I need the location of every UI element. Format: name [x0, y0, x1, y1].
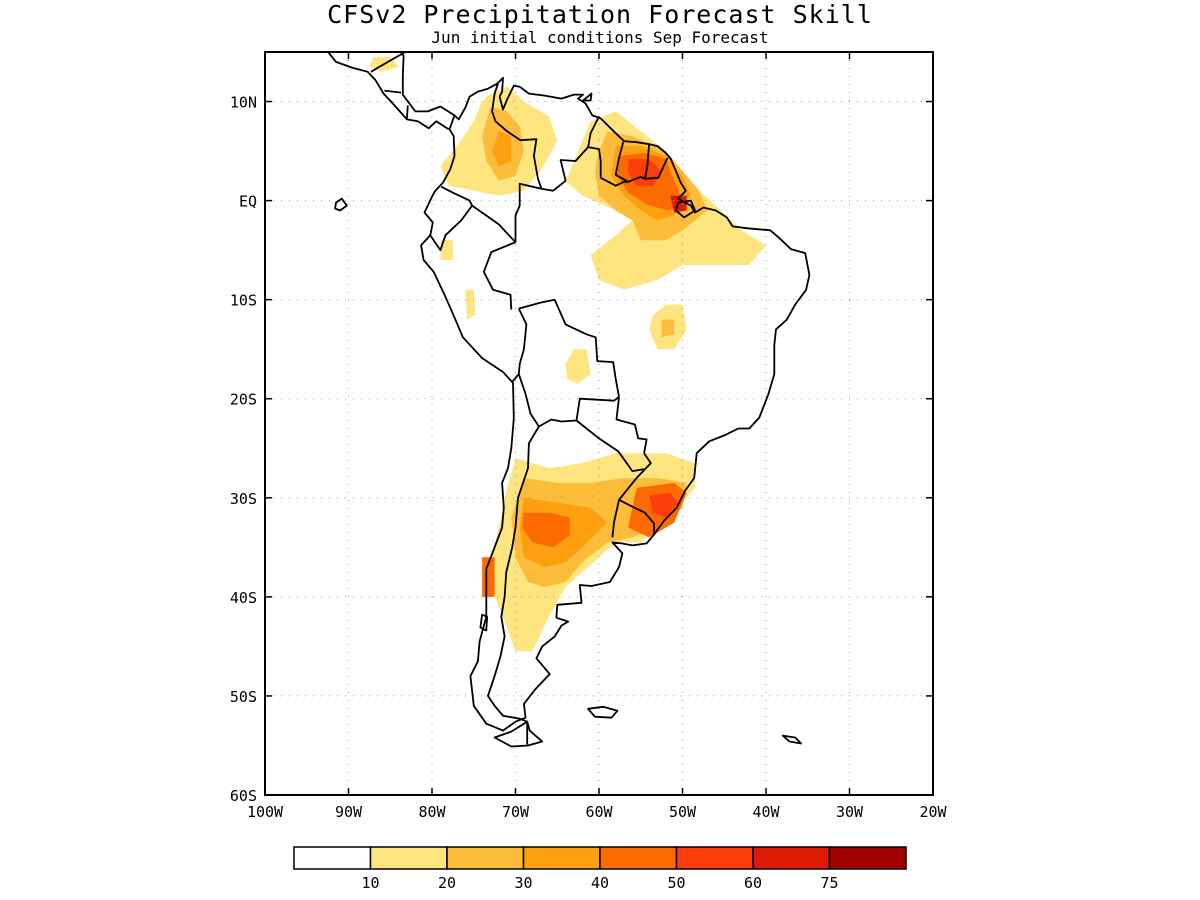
- border-guyana-suriname: [614, 141, 629, 183]
- tierra-del-fuego: [493, 720, 544, 748]
- falklands: [587, 705, 619, 719]
- south-america-coastline: [420, 76, 811, 732]
- border-colombia-venezuela: [491, 83, 543, 189]
- colorbar-label: 20: [438, 874, 456, 892]
- border-paraguay-argentina: [575, 419, 645, 473]
- colorbar-label: 75: [820, 874, 838, 892]
- y-tick-label: 10N: [230, 94, 257, 112]
- border-argentina-brazil: [618, 452, 652, 501]
- border-chile-argentina: [486, 426, 540, 723]
- colorbar-label: 30: [514, 874, 532, 892]
- colorbar-label: 10: [361, 874, 379, 892]
- colorbar-swatch: [522, 846, 601, 870]
- border-guyana-brazil: [587, 146, 629, 187]
- colorbar-swatch: [752, 846, 831, 870]
- colorbar-label: 60: [744, 874, 762, 892]
- border-ecuador-peru: [428, 205, 473, 252]
- border-nicaragua: [384, 89, 402, 94]
- marajo: [674, 199, 696, 219]
- x-tick-label: 40W: [752, 803, 780, 821]
- colorbar-swatch: [446, 846, 525, 870]
- border-peru-bolivia: [517, 308, 528, 375]
- south-georgia: [781, 734, 802, 745]
- y-tick-label: 50S: [230, 688, 257, 706]
- y-tick-label: 40S: [230, 589, 257, 607]
- y-tick-label: 10S: [230, 292, 257, 310]
- border-central-america: [406, 105, 409, 119]
- border-bolivia-chile: [517, 373, 540, 427]
- trinidad: [582, 92, 593, 102]
- border-paraguay-brazil: [615, 396, 648, 454]
- colorbar-swatch: [369, 846, 448, 870]
- chiloe: [479, 613, 489, 632]
- border-colombia-peru: [471, 204, 517, 243]
- border-suriname-fguiana: [644, 144, 650, 179]
- y-tick-label: 60S: [230, 787, 257, 805]
- border-venezuela-guyana-brazil: [541, 115, 600, 192]
- y-tick-label: 30S: [230, 490, 257, 508]
- x-tick-label: 50W: [669, 803, 697, 821]
- colorbar-swatch: [675, 846, 754, 870]
- skill-contour-ecuador-peru-0: [440, 240, 453, 260]
- border-bolivia-argentina: [538, 418, 577, 428]
- colorbar-label: 50: [667, 874, 685, 892]
- x-tick-label: 20W: [919, 803, 947, 821]
- x-tick-label: 90W: [335, 803, 363, 821]
- colorbar-swatch: [599, 846, 678, 870]
- skill-contour-southern-south-america-5: [649, 492, 679, 518]
- border-fguiana-brazil: [644, 157, 669, 180]
- colorbar: 10 20 30 40 50 60 75: [293, 846, 907, 892]
- skill-contour-bolivia-0: [565, 349, 591, 384]
- border-colombia-brazil-peru: [514, 182, 542, 243]
- border-uruguay-brazil: [618, 498, 655, 535]
- border-peru-chile: [511, 373, 520, 383]
- x-tick-label: 100W: [247, 803, 284, 821]
- central-america-coastline: [399, 52, 455, 117]
- skill-contour-central-brazil-1: [661, 319, 675, 338]
- skill-contour-ecuador-peru-1: [465, 289, 476, 320]
- skill-contour-southern-south-america-3: [522, 512, 570, 548]
- border-uruguay-argentina: [611, 499, 620, 538]
- y-tick-label: 20S: [230, 391, 257, 409]
- border-honduras: [370, 52, 406, 73]
- galapagos: [334, 197, 348, 212]
- colorbar-swatch: [828, 846, 907, 870]
- chart-subtitle: Jun initial conditions Sep Forecast: [431, 28, 769, 47]
- border-colombia-ecuador: [440, 185, 473, 207]
- border-peru-brazil: [482, 241, 516, 310]
- skill-contour-colombia-venezuela-2: [492, 131, 512, 166]
- skill-shading-layer: [369, 57, 766, 652]
- central-america-pacific-coastline: [326, 52, 450, 131]
- colorbar-swatch: [293, 846, 372, 870]
- x-tick-label: 80W: [418, 803, 446, 821]
- border-bolivia-brazil: [518, 298, 620, 397]
- skill-contour-southern-south-america-6: [482, 557, 495, 597]
- x-tick-label: 60W: [585, 803, 613, 821]
- border-bolivia-paraguay: [575, 396, 620, 421]
- colorbar-label: 40: [591, 874, 609, 892]
- x-tick-label: 70W: [502, 803, 530, 821]
- axis-ticks: 100W 90W 80W 70W 60W 50W 40W 30W 20W 10N EQ 10S 20S 3…: [230, 52, 948, 821]
- border-suriname-brazil: [627, 175, 646, 183]
- x-tick-label: 30W: [836, 803, 864, 821]
- y-tick-label: EQ: [239, 193, 257, 211]
- coastline-layer: [326, 52, 811, 748]
- chart-title: CFSv2 Precipitation Forecast Skill: [327, 0, 873, 29]
